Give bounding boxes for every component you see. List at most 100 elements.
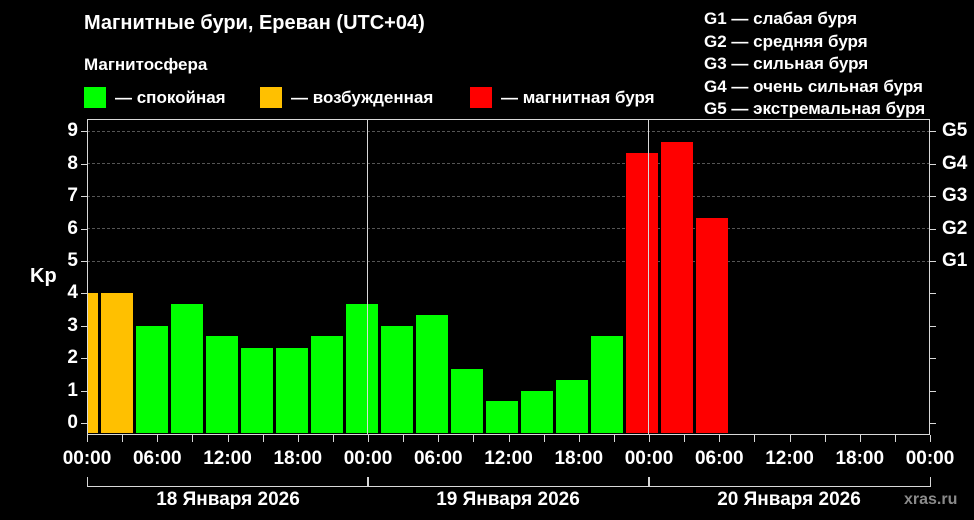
day-divider-20 bbox=[648, 119, 649, 435]
x-tick bbox=[262, 435, 264, 442]
x-tick bbox=[368, 435, 369, 442]
legend-item-calm: — спокойная bbox=[84, 87, 226, 108]
kp-bar bbox=[136, 325, 168, 433]
y-axis-label: Kp bbox=[30, 265, 57, 287]
g-tick bbox=[930, 228, 936, 230]
red-swatch-icon bbox=[470, 87, 492, 108]
g-tick-label: G2 bbox=[942, 217, 968, 239]
x-tick-label: 12:00 bbox=[765, 448, 814, 469]
x-tick-label: 06:00 bbox=[694, 448, 744, 469]
g-tick bbox=[930, 163, 936, 165]
g-scale-legend: G1 — слабая буря G2 — средняя буря G3 — … bbox=[704, 8, 925, 121]
kp-bar bbox=[521, 390, 553, 433]
g-tick bbox=[930, 196, 936, 198]
y-tick bbox=[81, 196, 87, 198]
y-tick-label: 5 bbox=[67, 250, 78, 271]
kp-bar bbox=[88, 293, 98, 433]
x-tick bbox=[227, 435, 229, 442]
g-legend-g3: G3 — сильная буря bbox=[704, 54, 869, 73]
kp-bar bbox=[241, 347, 273, 433]
legend-item-active: — возбужденная bbox=[260, 87, 433, 108]
gridline-5 bbox=[87, 261, 930, 262]
x-tick bbox=[649, 435, 650, 442]
legend-heading: Магнитосфера bbox=[84, 55, 208, 74]
gridline-6 bbox=[87, 228, 930, 229]
green-swatch-icon bbox=[84, 87, 106, 108]
x-tick bbox=[894, 435, 896, 442]
gridline-7 bbox=[87, 196, 930, 197]
day-bracket-20 bbox=[648, 477, 931, 487]
x-tick-label: 18:00 bbox=[554, 448, 604, 469]
kp-bar bbox=[311, 336, 343, 433]
y-tick bbox=[81, 163, 87, 165]
g-legend-g4: G4 — очень сильная буря bbox=[704, 76, 923, 96]
legend-label: — спокойная bbox=[115, 87, 226, 107]
y-tick-label: 7 bbox=[67, 185, 78, 207]
g-legend-g2: G2 — средняя буря bbox=[704, 31, 868, 51]
legend-label: — возбужденная bbox=[291, 87, 434, 107]
kp-bar bbox=[591, 336, 623, 433]
kp-bar bbox=[206, 336, 238, 433]
x-tick bbox=[297, 435, 299, 442]
kp-bar bbox=[381, 325, 413, 433]
x-tick-label: 18:00 bbox=[835, 448, 885, 469]
x-tick-label: 00:00 bbox=[624, 448, 674, 469]
y-tick bbox=[81, 390, 87, 392]
g-tick bbox=[930, 261, 936, 262]
kp-bar bbox=[171, 304, 203, 433]
y-tick-label: 2 bbox=[67, 347, 78, 369]
y-tick bbox=[81, 325, 87, 327]
x-tick bbox=[543, 435, 545, 442]
watermark: xras.ru bbox=[904, 491, 958, 508]
y-tick-label: 6 bbox=[67, 217, 78, 239]
chart-title: Магнитные бури, Ереван (UTC+04) bbox=[84, 12, 425, 34]
x-tick bbox=[473, 435, 475, 442]
g-tick bbox=[930, 358, 936, 360]
kp-bar bbox=[416, 315, 448, 433]
x-tick bbox=[859, 435, 861, 442]
yellow-swatch-icon bbox=[260, 87, 282, 108]
kp-bar bbox=[696, 217, 728, 433]
g-legend-g5: G5 — экстремальная буря bbox=[704, 99, 926, 118]
legend-item-storm: — магнитная буря bbox=[470, 87, 655, 108]
g-tick-label: G3 bbox=[942, 185, 968, 207]
x-tick-label: 06:00 bbox=[413, 448, 463, 469]
kp-bar bbox=[451, 368, 483, 433]
x-tick-label: 12:00 bbox=[484, 448, 533, 469]
x-tick bbox=[613, 435, 615, 442]
g-tick-label: G1 bbox=[942, 250, 968, 271]
y-tick-label: 0 bbox=[67, 412, 78, 433]
y-tick bbox=[81, 293, 87, 295]
y-tick bbox=[81, 423, 87, 424]
x-tick bbox=[578, 435, 580, 442]
gridline-9 bbox=[87, 131, 930, 132]
y-tick bbox=[81, 261, 87, 262]
kp-bar bbox=[101, 293, 133, 433]
day-label-19: 19 Января 2026 bbox=[436, 489, 580, 510]
x-tick bbox=[122, 435, 124, 442]
x-tick-label: 00:00 bbox=[343, 448, 393, 469]
kp-bar bbox=[486, 401, 518, 433]
x-tick-label: 06:00 bbox=[132, 448, 182, 469]
g-tick-label: G4 bbox=[942, 152, 968, 174]
y-tick-label: 9 bbox=[67, 120, 78, 142]
x-tick bbox=[684, 435, 686, 442]
x-tick bbox=[192, 435, 194, 442]
x-tick-label: 00:00 bbox=[62, 448, 112, 469]
g-tick bbox=[930, 325, 936, 327]
x-tick bbox=[87, 435, 88, 442]
kp-bar bbox=[346, 304, 378, 433]
x-tick bbox=[754, 435, 756, 442]
day-label-20: 20 Января 2026 bbox=[717, 489, 861, 510]
g-legend-g1: G1 — слабая буря bbox=[704, 9, 858, 28]
x-tick bbox=[789, 435, 791, 442]
y-tick bbox=[81, 228, 87, 230]
x-tick bbox=[824, 435, 826, 442]
day-divider-19 bbox=[367, 119, 368, 435]
x-tick-label: 18:00 bbox=[273, 448, 323, 469]
day-label-18: 18 Января 2026 bbox=[156, 489, 300, 510]
x-tick-label: 00:00 bbox=[905, 448, 955, 469]
y-tick bbox=[81, 131, 87, 133]
gridline-8 bbox=[87, 163, 930, 164]
x-tick bbox=[719, 435, 721, 442]
